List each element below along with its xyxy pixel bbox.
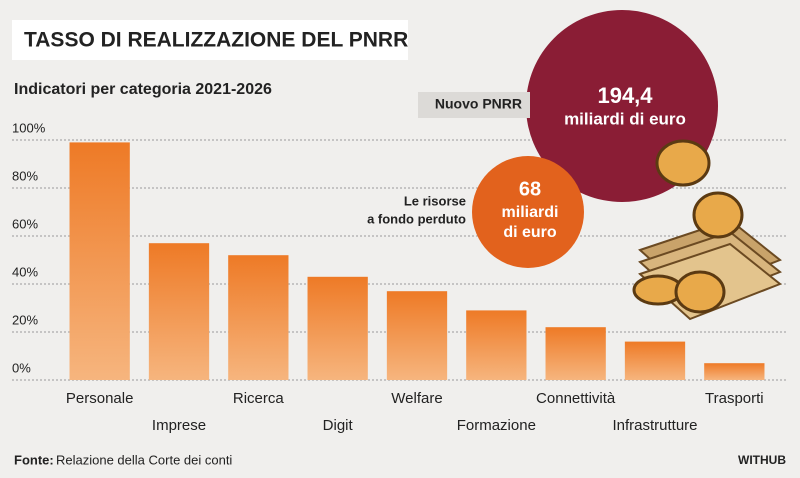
big-unit: miliardi di euro: [564, 109, 686, 128]
bar: [386, 291, 448, 380]
small-unit: miliardi: [502, 204, 559, 221]
y-tick-label: 60%: [12, 216, 38, 231]
bar: [466, 310, 527, 380]
source: Relazione della Corte dei conti: [56, 452, 232, 467]
big-value: 194,4: [597, 83, 653, 108]
x-tick-label: Digit: [323, 417, 354, 434]
small-label: Le risorse: [404, 193, 466, 208]
y-tick-label: 100%: [12, 120, 46, 135]
x-tick-label: Connettività: [536, 390, 616, 407]
bar: [704, 363, 765, 380]
x-tick-label: Formazione: [457, 417, 536, 434]
bar: [69, 142, 130, 380]
y-tick-label: 20%: [12, 312, 38, 327]
x-tick-label: Trasporti: [705, 390, 764, 407]
x-tick-label: Personale: [66, 390, 134, 407]
money-illustration: [632, 139, 782, 321]
bar: [307, 276, 368, 380]
big-label-box: [418, 92, 530, 118]
small-label: a fondo perduto: [367, 211, 466, 226]
x-tick-label: Welfare: [391, 390, 442, 407]
y-tick-label: 80%: [12, 168, 38, 183]
bar: [545, 327, 606, 380]
y-tick-label: 40%: [12, 264, 38, 279]
x-tick-label: Imprese: [152, 417, 206, 434]
bar: [624, 341, 686, 380]
chart-subtitle: Indicatori per categoria 2021-2026: [14, 81, 272, 98]
callouts: Nuovo PNRR 194,4 miliardi di euro Le ris…: [367, 10, 782, 321]
big-label: Nuovo PNRR: [435, 96, 522, 112]
y-tick-label: 0%: [12, 360, 31, 375]
bar: [148, 243, 210, 380]
title-box: [12, 20, 408, 60]
source-label: Fonte:: [14, 452, 54, 467]
brand: WITHUB: [738, 453, 786, 467]
x-tick-label: Ricerca: [233, 390, 285, 407]
x-tick-label: Infrastrutture: [612, 417, 697, 434]
small-unit: di euro: [503, 224, 557, 241]
small-value: 68: [519, 178, 541, 200]
bar: [228, 255, 289, 380]
small-bubble: [472, 156, 584, 268]
chart-title: TASSO DI REALIZZAZIONE DEL PNRR: [24, 29, 408, 52]
